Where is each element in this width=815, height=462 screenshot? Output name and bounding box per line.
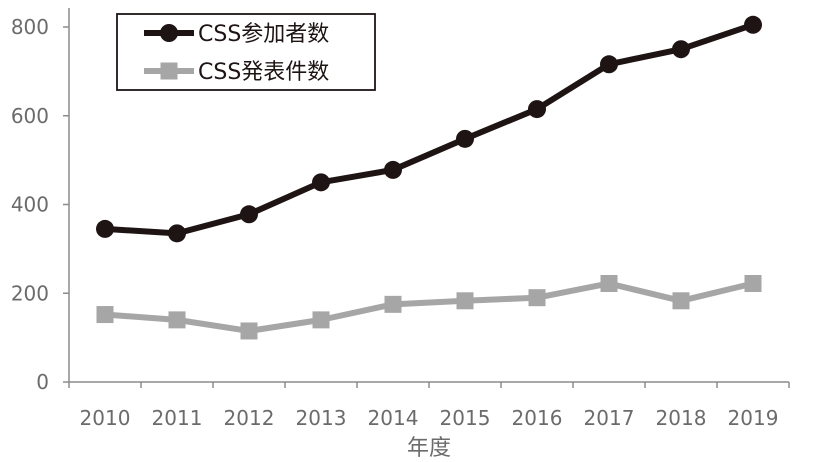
x-tick-label: 2010 (80, 406, 131, 430)
x-tick-label: 2015 (440, 406, 491, 430)
legend-label: CSS発表件数 (198, 60, 329, 85)
data-point (600, 274, 618, 292)
series-2 (96, 274, 762, 340)
data-point (744, 274, 762, 292)
y-tick-label: 600 (11, 104, 49, 128)
x-tick-label: 2014 (368, 406, 419, 430)
series-1 (96, 15, 762, 243)
legend-entry: CSS発表件数 (144, 60, 329, 85)
series-layer (96, 15, 762, 340)
y-tick-label: 400 (11, 193, 49, 217)
legend-marker (160, 62, 178, 80)
data-point (672, 40, 690, 59)
data-point (744, 15, 762, 34)
data-point (96, 219, 114, 238)
data-point (600, 55, 618, 74)
series-line (104, 21, 754, 237)
data-point (528, 289, 546, 307)
data-point (528, 100, 546, 119)
data-point (384, 160, 402, 179)
series-line (104, 280, 754, 334)
x-tick-label: 2019 (728, 406, 779, 430)
data-point (384, 295, 402, 313)
legend-entry: CSS参加者数 (144, 22, 329, 47)
data-point (168, 311, 186, 329)
x-axis-title: 年度 (407, 436, 451, 461)
y-tick-label: 800 (11, 15, 49, 39)
y-tick-label: 200 (11, 281, 49, 305)
x-tick-label: 2012 (224, 406, 275, 430)
legend-box (116, 13, 376, 91)
data-point (240, 322, 258, 340)
data-point (312, 311, 330, 329)
data-point (96, 306, 114, 324)
data-point (312, 173, 330, 192)
x-tick-label: 2011 (152, 406, 203, 430)
data-point (240, 205, 258, 224)
axes: 0 200 400 600 800 2010 2011 2012 2013 2014 2015 201… (11, 8, 790, 430)
data-point (168, 224, 186, 243)
data-point (456, 129, 474, 148)
x-tick-label: 2017 (584, 406, 635, 430)
legend-marker (160, 24, 178, 42)
data-point (456, 292, 474, 310)
y-tick-label: 0 (36, 370, 49, 394)
data-point (672, 292, 690, 310)
x-tick-label: 2013 (296, 406, 347, 430)
legend-label: CSS参加者数 (198, 22, 329, 47)
legend: CSS参加者数 CSS発表件数 (116, 13, 376, 91)
x-tick-label: 2018 (656, 406, 707, 430)
x-tick-label: 2016 (512, 406, 563, 430)
